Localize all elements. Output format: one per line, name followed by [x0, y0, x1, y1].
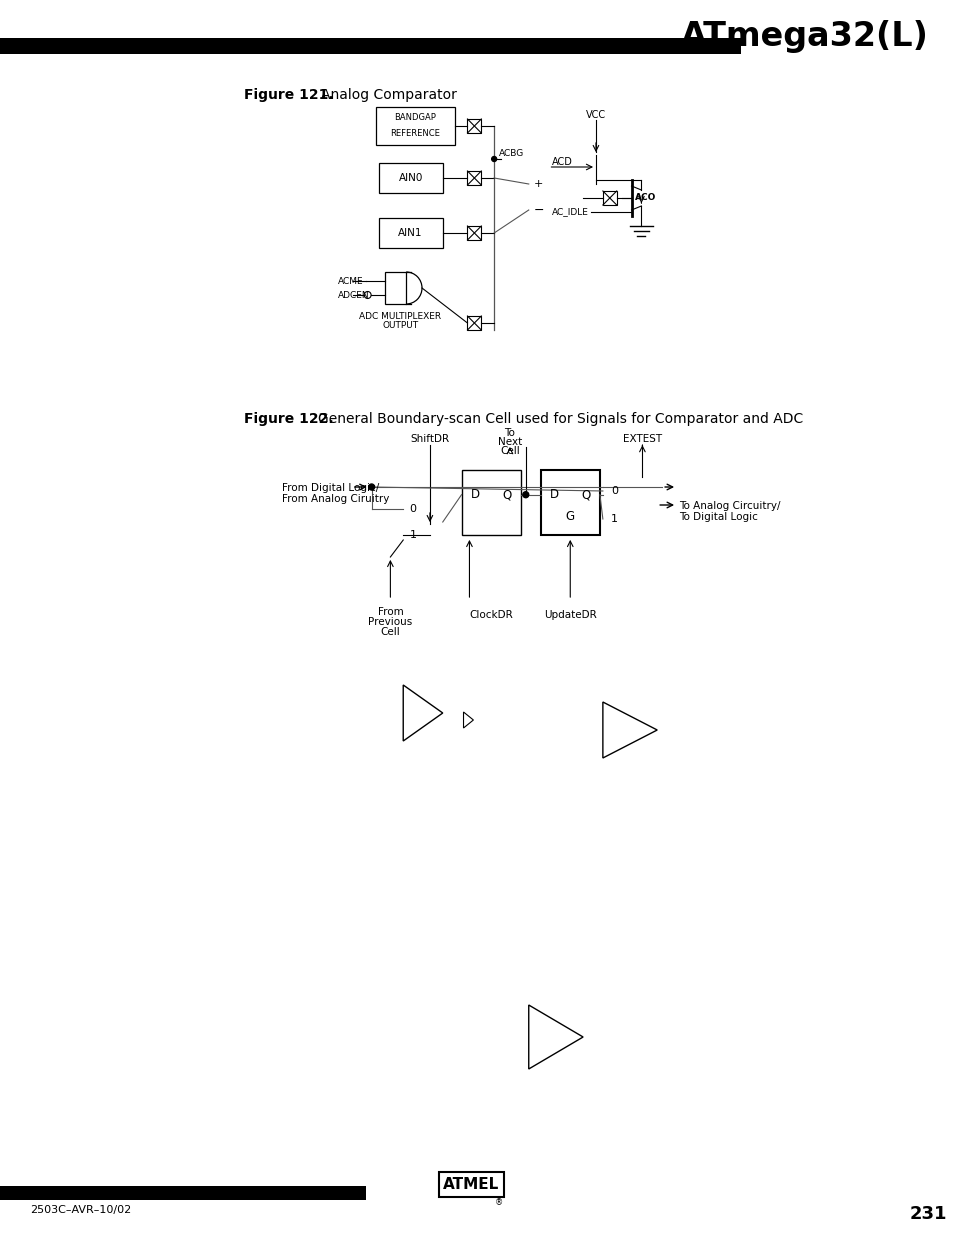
Text: ATmega32(L): ATmega32(L) — [680, 20, 928, 53]
Text: 0: 0 — [611, 487, 618, 496]
Text: ATMEL: ATMEL — [443, 1177, 499, 1192]
Text: ACO: ACO — [634, 194, 655, 203]
Bar — [467, 316, 481, 330]
Text: ACME: ACME — [337, 277, 363, 285]
Text: Previous: Previous — [368, 618, 412, 627]
Text: VCC: VCC — [585, 110, 605, 120]
Bar — [378, 163, 442, 193]
Bar — [467, 170, 481, 185]
Circle shape — [491, 157, 497, 162]
Bar — [540, 471, 599, 535]
Text: AC_IDLE: AC_IDLE — [551, 207, 588, 216]
Text: From: From — [377, 606, 403, 618]
Text: ClockDR: ClockDR — [469, 610, 513, 620]
Circle shape — [522, 492, 528, 498]
Text: ADC MULTIPLEXER: ADC MULTIPLEXER — [359, 312, 441, 321]
Text: +: + — [534, 179, 543, 189]
Bar — [375, 107, 455, 144]
Text: ShiftDR: ShiftDR — [410, 433, 449, 445]
Text: Q: Q — [580, 488, 590, 501]
Text: 0: 0 — [409, 504, 416, 514]
Bar — [467, 119, 481, 133]
Text: UpdateDR: UpdateDR — [543, 610, 596, 620]
Text: 1: 1 — [409, 530, 416, 540]
Text: G: G — [565, 510, 575, 524]
Text: Analog Comparator: Analog Comparator — [321, 88, 456, 103]
Text: To Digital Logic: To Digital Logic — [679, 513, 757, 522]
Text: ACD: ACD — [551, 157, 572, 167]
Text: ®: ® — [495, 1198, 502, 1207]
Text: OUTPUT: OUTPUT — [382, 321, 418, 330]
Text: D: D — [471, 488, 479, 501]
Bar — [378, 219, 442, 248]
Text: Cell: Cell — [380, 627, 400, 637]
Bar — [385, 272, 406, 304]
Text: 231: 231 — [908, 1205, 945, 1223]
Text: 1: 1 — [611, 514, 618, 524]
Text: D: D — [549, 488, 558, 501]
Text: Figure 121.: Figure 121. — [244, 88, 334, 103]
Text: EXTEST: EXTEST — [622, 433, 661, 445]
Text: AIN1: AIN1 — [398, 228, 422, 238]
Bar — [467, 226, 481, 240]
Bar — [602, 191, 616, 205]
Text: Next: Next — [497, 437, 521, 447]
Text: AIN0: AIN0 — [398, 173, 422, 183]
Text: From Analog Ciruitry: From Analog Ciruitry — [281, 494, 389, 504]
Text: BANDGAP: BANDGAP — [394, 114, 436, 122]
Bar — [461, 471, 520, 535]
Bar — [0, 38, 740, 54]
Text: −: − — [533, 204, 543, 216]
Text: Figure 122.: Figure 122. — [244, 412, 334, 426]
Text: From Digital Logic/: From Digital Logic/ — [281, 483, 378, 493]
Text: ADCEN: ADCEN — [337, 290, 369, 300]
Bar — [0, 1186, 365, 1200]
Text: Cell: Cell — [499, 446, 519, 456]
Text: To: To — [504, 429, 515, 438]
Text: To Analog Circuitry/: To Analog Circuitry/ — [679, 501, 780, 511]
Text: General Boundary-scan Cell used for Signals for Comparator and ADC: General Boundary-scan Cell used for Sign… — [318, 412, 802, 426]
Circle shape — [368, 484, 375, 490]
Text: 2503C–AVR–10/02: 2503C–AVR–10/02 — [30, 1205, 131, 1215]
Text: Q: Q — [502, 488, 511, 501]
Text: ACBG: ACBG — [498, 148, 524, 158]
Text: REFERENCE: REFERENCE — [390, 128, 439, 137]
